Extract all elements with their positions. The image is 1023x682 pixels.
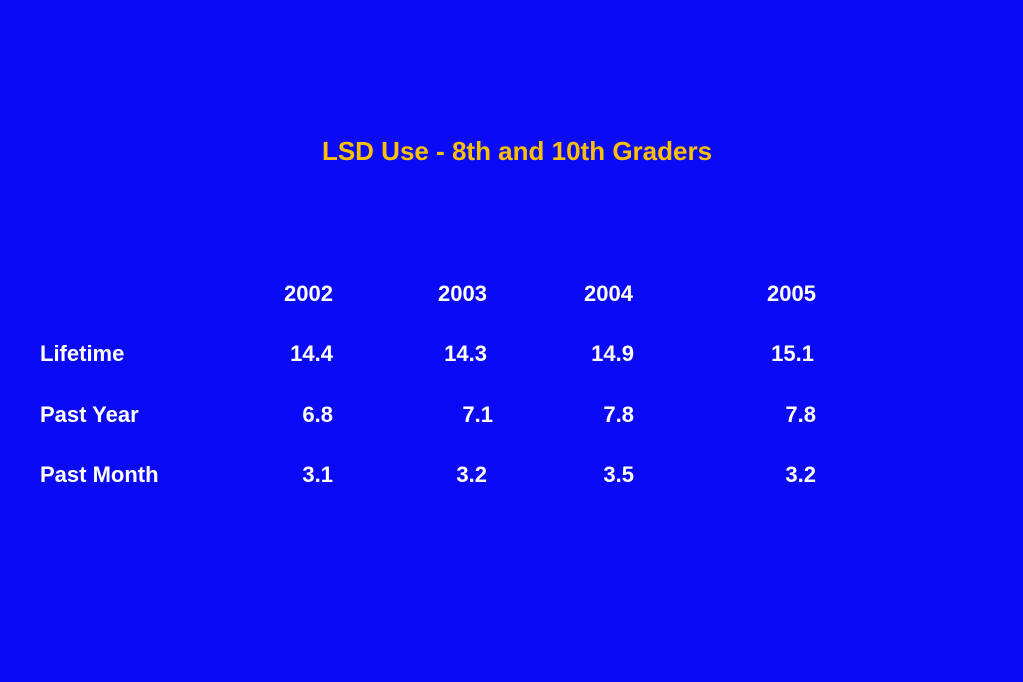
table-cell: 14.3 bbox=[444, 341, 487, 366]
table-cell: 7.8 bbox=[785, 402, 816, 427]
table-cell: 14.9 bbox=[591, 341, 634, 366]
column-header-2002: 2002 bbox=[284, 281, 333, 306]
table-cell: 15.1 bbox=[771, 341, 814, 366]
table-cell: 3.5 bbox=[603, 462, 634, 487]
table-cell: 3.2 bbox=[456, 462, 487, 487]
row-label-lifetime: Lifetime bbox=[40, 341, 125, 366]
table-cell: 6.8 bbox=[302, 402, 333, 427]
column-header-2004: 2004 bbox=[584, 281, 633, 306]
row-label-past-year: Past Year bbox=[40, 402, 139, 427]
table-cell: 3.1 bbox=[302, 462, 333, 487]
column-header-2005: 2005 bbox=[767, 281, 816, 306]
column-header-2003: 2003 bbox=[438, 281, 487, 306]
table-cell: 14.4 bbox=[290, 341, 333, 366]
slide-title: LSD Use - 8th and 10th Graders bbox=[321, 136, 713, 166]
table-cell: 3.2 bbox=[785, 462, 816, 487]
row-label-past-month: Past Month bbox=[40, 462, 159, 487]
table-cell: 7.1 bbox=[462, 402, 493, 427]
table-cell: 7.8 bbox=[603, 402, 634, 427]
